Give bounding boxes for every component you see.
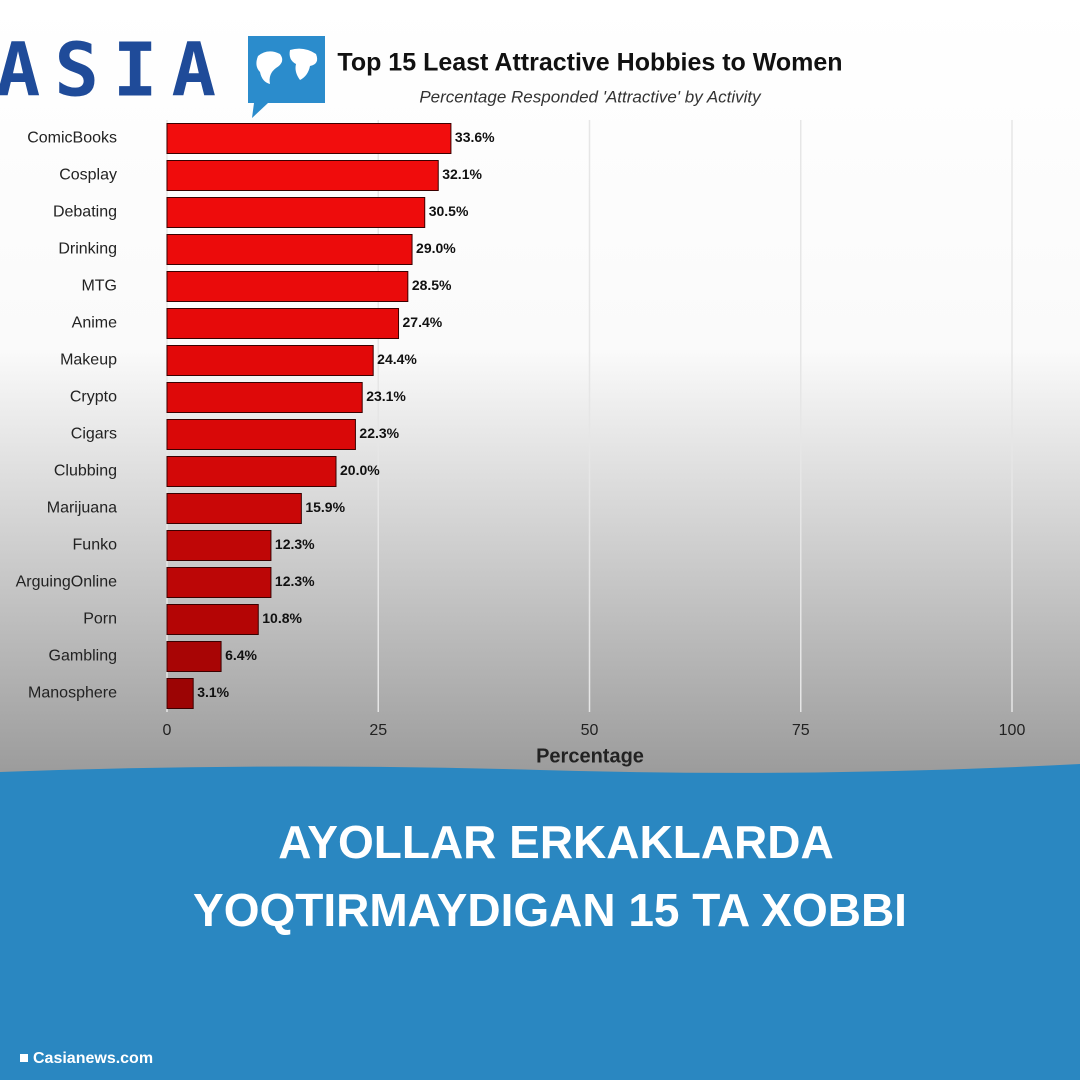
value-label: 15.9% [305,499,345,515]
value-label: 29.0% [416,240,456,256]
y-tick-label: Anime [72,315,117,332]
footer: Casianews.com [33,1050,153,1067]
y-tick-label: ArguingOnline [16,574,118,591]
x-tick-label: 100 [999,722,1026,739]
bar [166,382,363,413]
y-tick-label: Funko [73,537,118,554]
bar [166,678,194,709]
value-label: 3.1% [197,684,229,700]
bar [166,456,337,487]
y-tick-label: Debating [53,204,117,221]
value-label: 30.5% [429,203,469,219]
y-tick-label: Cigars [71,426,117,443]
bar [166,308,400,339]
y-tick-label: Cosplay [59,167,117,184]
bar [166,641,222,672]
footer-bullet [20,1054,28,1062]
chart: 0 25 50 75 100 ComicBooks 33.6% Cosplay 32.1% Deb… [16,120,1026,739]
y-tick-label: Drinking [58,241,117,258]
headline-line: AYOLLAR ERKAKLARDA [278,816,833,868]
value-label: 22.3% [359,425,399,441]
y-tick-label: Gambling [49,648,117,665]
x-axis-label: Percentage [536,745,644,767]
brand-logo: CASIA [0,28,230,114]
y-tick-label: Crypto [70,389,117,406]
logo-icon [248,36,325,118]
bar [166,419,356,450]
y-tick-label: Clubbing [54,463,117,480]
bar [166,160,439,191]
bar [166,345,374,376]
value-label: 12.3% [275,573,315,589]
bar [166,197,426,228]
bar [166,530,272,561]
value-label: 12.3% [275,536,315,552]
x-tick-label: 0 [163,722,172,739]
headline-line: YOQTIRMAYDIGAN 15 TA XOBBI [193,884,907,936]
x-tick-label: 25 [369,722,387,739]
y-tick-label: Marijuana [47,500,117,517]
x-tick-label: 50 [581,722,599,739]
bar [166,493,302,524]
value-label: 10.8% [262,610,302,626]
chart-title: Top 15 Least Attractive Hobbies to Women [337,49,842,77]
y-tick-label: Porn [83,611,117,628]
y-tick-label: Manosphere [28,685,117,702]
value-label: 20.0% [340,462,380,478]
y-tick-label: ComicBooks [27,130,117,147]
y-tick-label: MTG [81,278,117,295]
bar [166,604,259,635]
value-label: 27.4% [403,314,443,330]
value-label: 6.4% [225,647,257,663]
x-tick-label: 75 [792,722,810,739]
value-label: 28.5% [412,277,452,293]
bar [166,123,452,154]
headline-band [0,764,1080,1080]
bar [166,567,272,598]
bar [166,271,409,302]
chart-background [0,0,1080,780]
chart-subtitle: Percentage Responded 'Attractive' by Act… [419,87,762,106]
value-label: 32.1% [442,166,482,182]
y-tick-label: Makeup [60,352,117,369]
value-label: 23.1% [366,388,406,404]
value-label: 24.4% [377,351,417,367]
bar [166,234,413,265]
value-label: 33.6% [455,129,495,145]
